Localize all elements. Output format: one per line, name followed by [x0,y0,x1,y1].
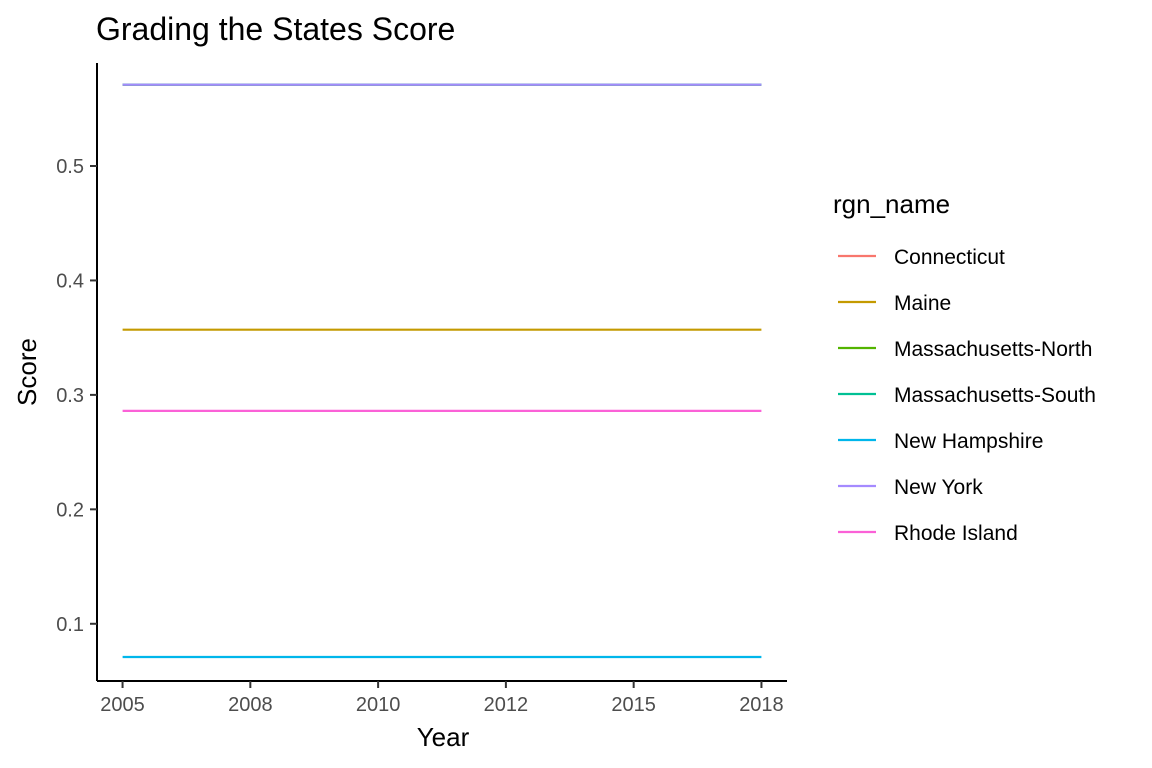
y-tick-label: 0.5 [56,156,84,178]
x-tick-label: 2008 [228,694,273,716]
x-tick-label: 2005 [100,694,145,716]
x-tick-label: 2018 [739,694,784,716]
legend-label-massachusetts-south: Massachusetts-South [894,384,1096,407]
legend-items: Connecticut Maine Massachusetts-North Massa… [838,246,1096,545]
legend-label-new-york: New York [894,476,983,499]
y-tick-label: 0.1 [56,614,84,636]
legend-label-maine: Maine [894,292,951,315]
legend-label-connecticut: Connecticut [894,246,1005,269]
legend-label-rhode-island: Rhode Island [894,522,1018,545]
x-tick-label: 2012 [484,694,529,716]
x-tick-label: 2010 [356,694,401,716]
x-tick-label: 2015 [611,694,656,716]
legend: rgn_name Connecticut Maine Massachusetts-N… [833,189,1096,545]
x-axis-title: Year [417,722,470,752]
legend-label-massachusetts-north: Massachusetts-North [894,338,1092,361]
y-tick-label: 0.3 [56,385,84,407]
x-axis-ticks: 2005 2008 2010 2012 2015 2018 [100,681,784,716]
y-axis-ticks: 0.1 0.2 0.3 0.4 0.5 [56,156,97,636]
chart-title: Grading the States Score [96,11,455,47]
plot-lines [122,83,762,659]
y-tick-label: 0.4 [56,270,84,292]
legend-label-new-hampshire: New Hampshire [894,430,1043,453]
legend-title: rgn_name [833,189,950,219]
y-tick-label: 0.2 [56,499,84,521]
y-axis-title: Score [12,338,42,406]
